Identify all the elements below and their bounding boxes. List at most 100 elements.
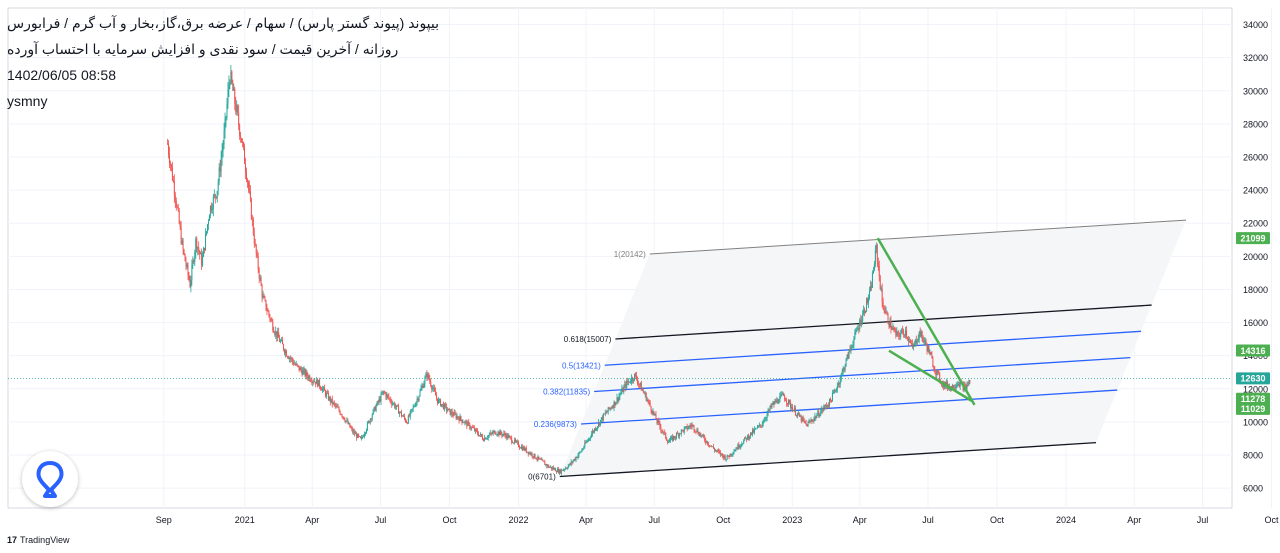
candle-body	[660, 426, 662, 431]
candle-body	[276, 331, 278, 338]
candle-body	[465, 421, 467, 423]
candle	[419, 388, 421, 397]
candle-body	[764, 419, 766, 420]
candle-body	[440, 404, 442, 407]
candle-body	[908, 341, 910, 342]
candle	[266, 303, 268, 316]
candle	[468, 418, 470, 426]
candle	[206, 230, 207, 236]
candle-body	[393, 403, 395, 405]
candle	[167, 138, 168, 145]
candle	[477, 428, 479, 436]
candle	[781, 391, 783, 397]
candle	[170, 163, 172, 172]
candle	[616, 393, 618, 404]
candle-body	[349, 423, 351, 428]
candle	[714, 448, 716, 452]
candle-body	[239, 124, 241, 136]
candle-body	[228, 84, 230, 90]
candle-body	[279, 337, 281, 342]
tradingview-logo-icon: 17	[7, 535, 18, 545]
candle-body	[622, 388, 624, 392]
candle-body	[223, 131, 225, 145]
candle	[480, 433, 482, 438]
candle	[239, 123, 241, 140]
candle	[401, 414, 403, 417]
candle	[596, 427, 597, 432]
candle	[476, 427, 478, 433]
candle	[506, 432, 508, 441]
candle	[896, 327, 898, 337]
candle	[458, 416, 460, 424]
candle-body	[297, 365, 299, 366]
candle	[828, 402, 830, 409]
candle	[320, 385, 322, 391]
candle-body	[216, 191, 218, 198]
candle-body	[553, 467, 555, 470]
candle	[817, 408, 819, 416]
candle	[765, 416, 767, 422]
candle	[283, 343, 285, 352]
candle-body	[469, 423, 471, 429]
candle-body	[377, 401, 379, 403]
candle	[929, 349, 931, 356]
candle	[398, 403, 400, 414]
candle-body	[776, 399, 778, 403]
candle-body	[822, 408, 824, 411]
candle	[243, 141, 245, 151]
candle	[535, 457, 537, 460]
candle	[669, 437, 671, 443]
candle-body	[639, 383, 641, 385]
candle	[362, 435, 363, 440]
fib-level-label: 0.382(11835)	[543, 388, 590, 397]
candle-body	[951, 385, 953, 389]
candle-body	[623, 386, 625, 392]
candle	[271, 316, 273, 322]
candle	[505, 432, 507, 440]
candle	[557, 467, 558, 473]
candle	[793, 405, 795, 412]
candle	[475, 428, 477, 434]
candle	[707, 440, 709, 446]
candle	[639, 382, 641, 388]
candle-body	[802, 417, 804, 421]
candle-body	[916, 341, 918, 344]
candle-body	[732, 453, 734, 455]
candle	[787, 403, 789, 407]
candle-body	[746, 437, 748, 440]
candle-body	[332, 402, 334, 404]
candle	[580, 451, 582, 453]
candle-body	[692, 424, 694, 426]
candle-body	[564, 468, 566, 470]
candle-body	[939, 373, 941, 381]
candle-body	[679, 433, 681, 435]
candle-body	[604, 412, 606, 415]
candle-body	[287, 357, 289, 359]
candle	[415, 401, 417, 408]
candle	[600, 417, 602, 423]
candle	[228, 75, 230, 97]
candle-body	[358, 434, 360, 437]
candle-body	[453, 412, 455, 416]
candle	[850, 344, 852, 355]
candle-body	[641, 389, 643, 391]
candle-body	[188, 274, 190, 280]
candle-body	[427, 373, 429, 378]
candle-body	[936, 370, 938, 375]
price-label-bg	[1236, 372, 1270, 385]
tradingview-watermark[interactable]: 17 TradingView	[7, 535, 70, 545]
candle-body	[579, 452, 581, 453]
publisher-logo[interactable]	[22, 451, 78, 507]
candle-body	[819, 415, 821, 417]
candle-body	[202, 256, 204, 266]
candle	[957, 381, 959, 387]
candle-body	[904, 334, 906, 336]
candle	[953, 384, 955, 390]
candle	[207, 218, 209, 231]
candle-body	[932, 358, 934, 367]
candle-body	[633, 380, 635, 381]
candle	[432, 385, 434, 392]
candle-body	[913, 342, 915, 347]
